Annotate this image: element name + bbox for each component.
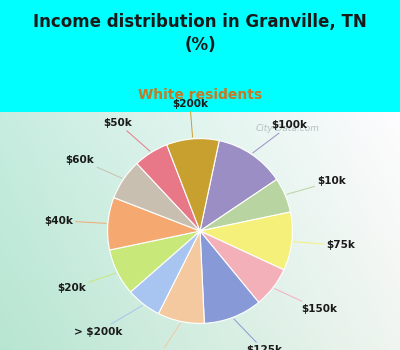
Text: $75k: $75k [294, 240, 356, 250]
Text: $150k: $150k [274, 289, 337, 314]
Text: $10k: $10k [287, 176, 346, 194]
Wedge shape [200, 212, 292, 270]
Text: $200k: $200k [172, 99, 208, 137]
Text: $40k: $40k [44, 216, 106, 226]
Text: $20k: $20k [57, 273, 116, 293]
Wedge shape [137, 145, 200, 231]
Text: $50k: $50k [104, 118, 150, 151]
Text: > $200k: > $200k [74, 306, 142, 337]
Wedge shape [158, 231, 204, 323]
Text: Income distribution in Granville, TN
(%): Income distribution in Granville, TN (%) [33, 14, 367, 54]
Wedge shape [200, 231, 259, 323]
Wedge shape [200, 231, 284, 302]
Text: $30k: $30k [145, 323, 180, 350]
Wedge shape [200, 141, 277, 231]
Text: $125k: $125k [234, 319, 282, 350]
Text: City-Data.com: City-Data.com [256, 124, 320, 133]
Wedge shape [110, 231, 200, 292]
Wedge shape [130, 231, 200, 314]
Wedge shape [200, 180, 290, 231]
Text: $60k: $60k [66, 155, 122, 178]
Wedge shape [108, 198, 200, 250]
Text: White residents: White residents [138, 88, 262, 102]
Wedge shape [167, 139, 219, 231]
Text: $100k: $100k [253, 120, 307, 153]
Wedge shape [114, 163, 200, 231]
